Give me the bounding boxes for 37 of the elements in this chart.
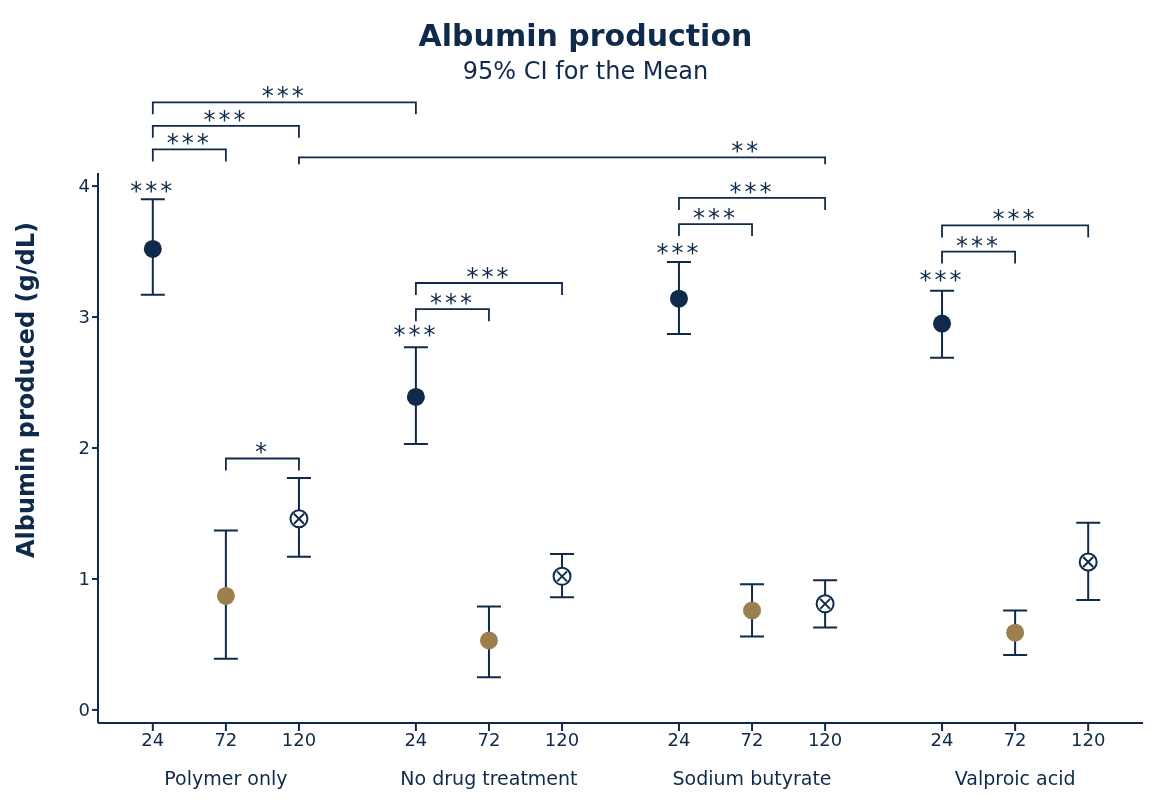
x-tick-label: 24 — [930, 728, 954, 750]
annotation: *** — [656, 238, 702, 267]
y-tick-label: 1 — [78, 568, 90, 590]
x-tick-label: 72 — [214, 728, 238, 750]
annotation: *** — [393, 321, 439, 350]
annotation: *** — [729, 177, 775, 206]
annotation: *** — [693, 204, 738, 233]
x-tick-label: 24 — [404, 728, 428, 750]
annotation: * — [254, 438, 270, 467]
x-tick-label: 24 — [141, 728, 165, 750]
annotation: *** — [919, 266, 965, 295]
chart-title: Albumin production — [417, 18, 754, 53]
annotation: *** — [992, 205, 1038, 234]
y-axis-title: Albumin produced (g/dL) — [11, 222, 40, 558]
x-tick-label: 120 — [544, 728, 580, 750]
x-tick-label: 24 — [667, 728, 691, 750]
text: *** — [261, 82, 307, 111]
annotation: *** — [130, 177, 176, 206]
text: Valproic acid — [954, 767, 1076, 789]
text: ** — [731, 137, 762, 166]
annotation: *** — [429, 289, 475, 318]
annotation: *** — [956, 231, 1002, 260]
x-tick-label: 72 — [1003, 728, 1027, 750]
x-tick-label: 72 — [740, 728, 764, 750]
annotation: *** — [466, 263, 512, 291]
x-tick-label: 120 — [807, 728, 843, 750]
y-tick-label: 4 — [78, 175, 90, 197]
x-tick-label: 72 — [477, 728, 501, 750]
text: No drug treatment — [400, 767, 578, 789]
y-tick-label: 3 — [78, 306, 90, 328]
y-tick-label: 0 — [78, 699, 90, 721]
text: Polymer only — [164, 767, 288, 789]
y-tick-label: 2 — [78, 437, 90, 459]
x-tick-label: 120 — [281, 728, 317, 750]
x-tick-label: 120 — [1071, 728, 1106, 750]
chart-subtitle: 95% CI for the Mean — [462, 57, 709, 85]
text: Sodium butyrate — [672, 767, 832, 789]
